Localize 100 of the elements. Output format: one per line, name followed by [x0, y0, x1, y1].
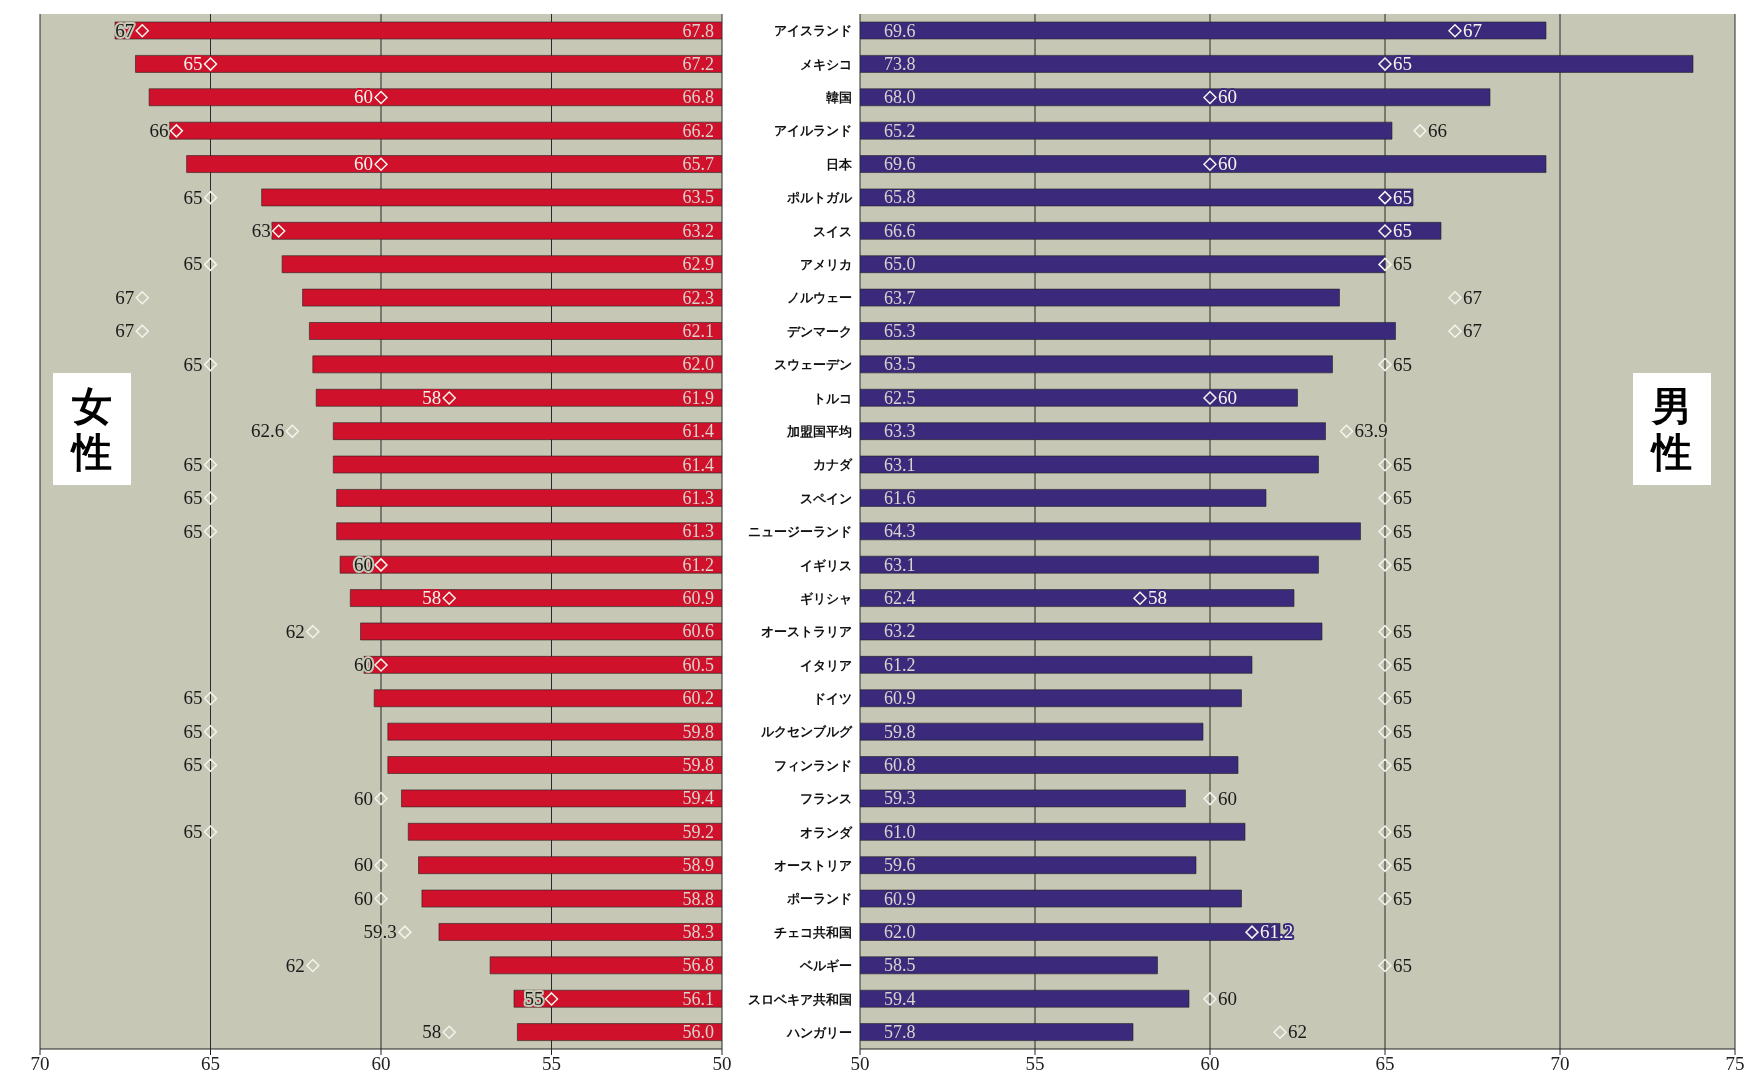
data-label: 56.1	[682, 988, 714, 1009]
data-label: 61.4	[682, 454, 714, 475]
point	[374, 791, 388, 806]
data-label: 59.6	[884, 855, 916, 876]
data-label: 65	[1393, 220, 1412, 242]
data-label: 58	[1148, 587, 1167, 609]
data-label: 65	[183, 820, 203, 842]
data-label: 65	[1393, 353, 1412, 375]
point	[1413, 124, 1427, 138]
point	[1378, 825, 1392, 839]
point	[1378, 524, 1392, 539]
data-label: 65	[183, 353, 203, 375]
data-label: 67	[1463, 19, 1482, 41]
point	[1378, 958, 1392, 973]
point	[1378, 858, 1392, 873]
data-label: 65	[183, 453, 203, 475]
data-label: 65.8	[884, 187, 916, 208]
data-label: 60	[354, 887, 373, 909]
data-label: 63.5	[682, 187, 714, 208]
data-label: 65	[1393, 820, 1412, 842]
data-label: 62	[285, 620, 305, 642]
data-label: 60.9	[884, 688, 916, 709]
data-label: 65	[1393, 720, 1412, 742]
point	[1378, 758, 1392, 772]
point	[1203, 90, 1217, 105]
data-label: 56.0	[682, 1022, 714, 1043]
point	[1378, 457, 1392, 472]
data-label: 59.2	[682, 821, 714, 842]
point	[1378, 725, 1392, 739]
data-label: 63.2	[884, 621, 916, 642]
point	[135, 324, 150, 338]
point	[135, 291, 150, 305]
x-tick-label: 60	[1200, 1053, 1220, 1075]
point	[203, 825, 218, 839]
point	[1378, 691, 1392, 706]
data-label: 65	[1393, 954, 1412, 976]
annotation: 男性	[1633, 373, 1711, 485]
data-label: 65	[1393, 620, 1412, 642]
y-tick-label: イギリス	[800, 557, 852, 573]
data-label: 59.8	[682, 755, 714, 776]
y-tick-label: ニュージーランド	[748, 524, 852, 540]
y-tick-label: ノルウェー	[787, 290, 852, 306]
y-tick-label: ポルトガル	[786, 190, 853, 206]
data-label: 67	[1463, 320, 1482, 342]
data-label: 56.8	[682, 955, 714, 976]
point	[1133, 591, 1147, 606]
y-tick-label: ドイツ	[813, 691, 852, 707]
y-tick-label: フィンランド	[774, 757, 852, 773]
data-label: 67	[115, 19, 135, 41]
x-tick-label: 55	[542, 1053, 561, 1075]
data-label: 65	[183, 520, 203, 542]
point	[135, 23, 150, 38]
data-label: 61.2	[884, 654, 916, 675]
point	[1378, 257, 1392, 272]
data-label: 59.4	[682, 788, 714, 809]
data-label: 62.6	[251, 420, 285, 442]
y-tick-label: トルコ	[813, 390, 852, 406]
data-label: 61.3	[682, 521, 714, 542]
data-label: 65	[183, 687, 203, 709]
y-tick-label: スロベキア共和国	[748, 991, 852, 1007]
y-tick-label: アイスランド	[774, 23, 852, 39]
data-label: 60.8	[884, 755, 916, 776]
point	[203, 57, 218, 71]
data-label: 65	[183, 186, 203, 208]
data-label: 65	[1393, 53, 1412, 75]
point	[374, 858, 388, 873]
annotation: 女性	[53, 373, 131, 485]
data-label: 65.7	[682, 154, 714, 175]
data-label: 65	[183, 487, 203, 509]
data-label: 60	[354, 854, 373, 876]
data-label: 65	[1393, 520, 1412, 542]
data-label: 58	[422, 386, 442, 408]
data-label: 67	[1463, 286, 1482, 308]
data-label: 65	[1393, 487, 1412, 509]
data-label: 61.6	[884, 487, 916, 508]
point	[1203, 157, 1217, 171]
y-tick-label: ルクセンブルグ	[760, 724, 853, 740]
x-tick-label: 75	[1725, 1053, 1745, 1075]
point	[1378, 658, 1392, 672]
point	[1378, 624, 1392, 639]
y-tick-label: スペイン	[800, 490, 852, 506]
y-tick-label: ベルギー	[799, 958, 852, 974]
data-label: 62	[285, 954, 305, 976]
y-tick-label: 日本	[826, 156, 853, 172]
data-label: 60	[354, 153, 373, 175]
point	[203, 357, 218, 372]
x-tick-label: 70	[30, 1053, 50, 1075]
data-label: 58	[422, 587, 442, 609]
y-tick-label: ハンガリー	[786, 1024, 852, 1040]
point	[1203, 992, 1217, 1006]
data-label: 65	[183, 754, 203, 776]
data-label: 65	[1393, 453, 1412, 475]
data-label: 58.8	[682, 888, 714, 909]
data-label: 62.5	[884, 387, 916, 408]
data-label: 66	[149, 119, 169, 141]
data-label: 69.6	[884, 20, 916, 41]
data-label: 62.0	[682, 354, 714, 375]
x-tick-label: 60	[371, 1053, 391, 1075]
data-label: 55	[524, 987, 544, 1009]
data-label: 60.5	[682, 654, 714, 675]
